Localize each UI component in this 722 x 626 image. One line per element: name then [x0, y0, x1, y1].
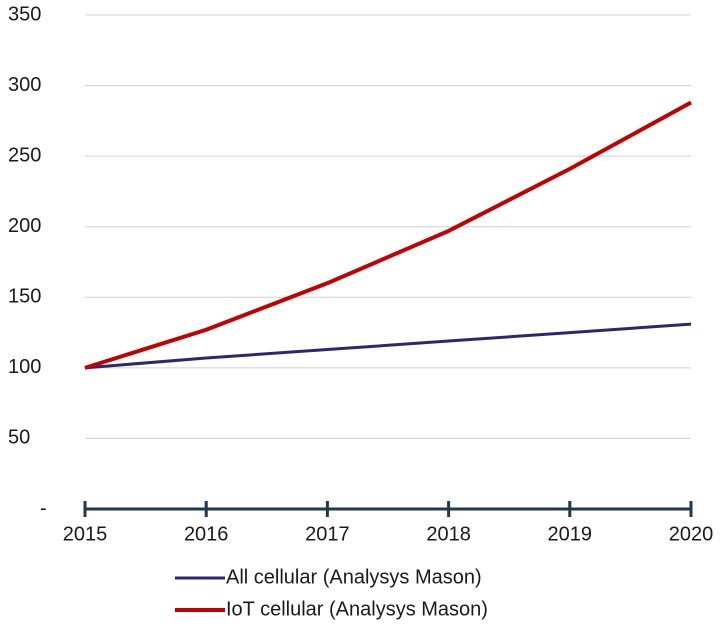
y-tick-label: 150	[8, 286, 41, 308]
line-series	[84, 322, 692, 370]
x-tick-label: 2016	[184, 523, 229, 545]
legend-label: All cellular (Analysys Mason)	[226, 566, 482, 588]
y-tick-label: 300	[8, 74, 41, 96]
y-tick-label: 200	[8, 215, 41, 237]
y-tick-label: 350	[8, 3, 41, 25]
y-tick-label: 50	[8, 427, 30, 449]
x-tick-label: 2018	[426, 523, 471, 545]
x-tick-label: 2019	[548, 523, 593, 545]
line-series	[84, 100, 692, 370]
y-tick-label: 100	[8, 356, 41, 378]
y-tick-label: 250	[8, 144, 41, 166]
y-tick-label: -	[40, 497, 47, 519]
x-tick-label: 2020	[669, 523, 714, 545]
legend-label: IoT cellular (Analysys Mason)	[226, 598, 488, 620]
x-tick-label: 2015	[63, 523, 108, 545]
x-tick-label: 2017	[305, 523, 350, 545]
